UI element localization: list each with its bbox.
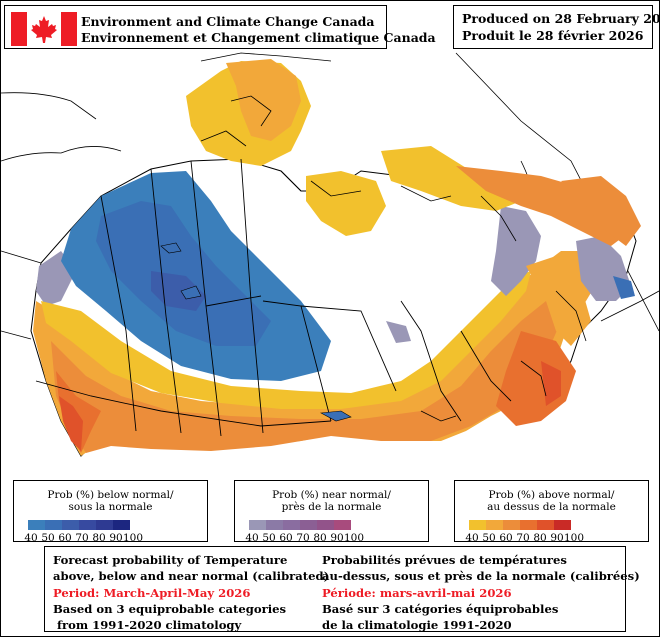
production-date: Produced on 28 February 2026 Produit le … <box>453 5 660 49</box>
legend-tick-label: 100 <box>564 532 585 544</box>
legend-below-title-en: Prob (%) below normal/ <box>47 489 174 501</box>
province-boundaries <box>35 158 512 437</box>
description-fr-line4: Basé sur 3 catégories équiprobables <box>322 601 559 616</box>
legend-tick-label: 80 <box>313 532 327 544</box>
agency-name-en: Environment and Climate Change Canada <box>81 14 375 29</box>
legend-swatch <box>503 520 520 530</box>
legend-swatch <box>520 520 537 530</box>
above-normal-baffin <box>381 146 521 211</box>
legend-tick-label: 70 <box>296 532 310 544</box>
above-normal-prairie-band <box>41 271 531 409</box>
near-normal-northern-ontario <box>386 321 411 343</box>
background-outlines <box>1 52 659 340</box>
produced-date-fr: Produit le 28 février 2026 <box>462 28 644 43</box>
legend-near-title-fr: près de la normale <box>281 501 382 513</box>
legend-tick-label: 90 <box>330 532 344 544</box>
legend-swatch <box>334 520 351 530</box>
above-normal-greenland-edge <box>561 176 641 246</box>
legend-tick-label: 50 <box>482 532 496 544</box>
above-normal-south-strong <box>56 371 101 453</box>
legend-swatch <box>469 520 486 530</box>
coastline-details <box>200 95 587 422</box>
above-normal-labrador <box>526 256 591 346</box>
legend-below-title-fr: sous la normale <box>68 501 153 513</box>
legend-swatch <box>249 520 266 530</box>
legend-above-title-en: Prob (%) above normal/ <box>488 489 615 501</box>
legend-tick-label: 90 <box>550 532 564 544</box>
legend-above-color-bar <box>469 520 571 530</box>
above-normal-atlantic <box>496 331 576 426</box>
legend-tick-label: 100 <box>344 532 365 544</box>
legend-swatch <box>28 520 45 530</box>
legend-swatch <box>113 520 130 530</box>
legend-tick-label: 100 <box>123 532 144 544</box>
legend-swatch <box>79 520 96 530</box>
legend-tick-label: 50 <box>262 532 276 544</box>
description-fr-line5: de la climatologie 1991-2020 <box>322 618 512 633</box>
legend-swatch <box>266 520 283 530</box>
legend-swatch <box>283 520 300 530</box>
legend-swatch <box>45 520 62 530</box>
description-en-line4: Based on 3 equiprobable categories <box>53 601 287 616</box>
legend-swatch <box>62 520 79 530</box>
legend-tick-label: 40 <box>465 532 479 544</box>
below-normal-west-core <box>96 201 271 346</box>
legend-swatch <box>317 520 334 530</box>
agency-name-fr: Environnement et Changement climatique C… <box>81 30 436 45</box>
above-normal-baffin-strong <box>456 166 631 246</box>
legend-tick-label: 60 <box>58 532 72 544</box>
legend-swatch <box>486 520 503 530</box>
legend-tick-label: 70 <box>75 532 89 544</box>
description-fr-line2: au-dessus, sous et près de la normale (c… <box>322 569 640 584</box>
legend-above-title-fr: au dessus de la normale <box>487 501 616 513</box>
legend-tick-label: 60 <box>499 532 513 544</box>
above-normal-arctic-core <box>226 59 301 141</box>
below-normal-east-spot <box>613 276 635 299</box>
legend-tick-label: 40 <box>24 532 38 544</box>
legend-tick-label: 60 <box>279 532 293 544</box>
legend-tick-label: 80 <box>92 532 106 544</box>
produced-date-en: Produced on 28 February 2026 <box>462 11 660 26</box>
legend-near-color-bar <box>249 520 351 530</box>
near-normal-northeast <box>491 206 541 296</box>
legend-above-normal: Prob (%) above normal/ au dessus de la n… <box>454 480 649 544</box>
legend-swatch <box>300 520 317 530</box>
legend-near-normal: Prob (%) near normal/ près de la normale… <box>234 480 429 544</box>
description-fr: Probabilités prévues de températures au-… <box>322 552 640 633</box>
legend-tick-label: 70 <box>516 532 530 544</box>
above-normal-southwest-peak <box>59 396 83 451</box>
forecast-description: Forecast probability of Temperature abov… <box>44 546 640 633</box>
legend-tick-label: 40 <box>245 532 259 544</box>
period-fr: Période: mars-avril-mai 2026 <box>322 585 512 600</box>
description-en-line5: from 1991-2020 climatology <box>53 618 242 633</box>
legend-tick-label: 90 <box>109 532 123 544</box>
agency-header: Environment and Climate Change Canada En… <box>4 5 436 49</box>
description-en-line2: above, below and near normal (calibrated… <box>53 569 330 584</box>
period-en: Period: March-April-May 2026 <box>53 585 251 600</box>
description-en-line1: Forecast probability of Temperature <box>53 553 288 567</box>
great-lakes <box>160 242 352 422</box>
legend-tick-label: 50 <box>41 532 55 544</box>
legend-swatch <box>96 520 113 530</box>
legend-swatch <box>537 520 554 530</box>
legend-swatch <box>554 520 571 530</box>
legend-tick-label: 80 <box>533 532 547 544</box>
above-normal-hudson <box>306 171 386 236</box>
legend-below-normal: Prob (%) below normal/ sous la normale 4… <box>13 480 208 544</box>
canada-flag-icon <box>11 12 77 46</box>
legend-below-color-bar <box>28 520 130 530</box>
legend-near-title-en: Prob (%) near normal/ <box>272 489 391 501</box>
description-en: Forecast probability of Temperature abov… <box>53 552 329 633</box>
description-fr-line1: Probabilités prévues de températures <box>322 553 567 567</box>
